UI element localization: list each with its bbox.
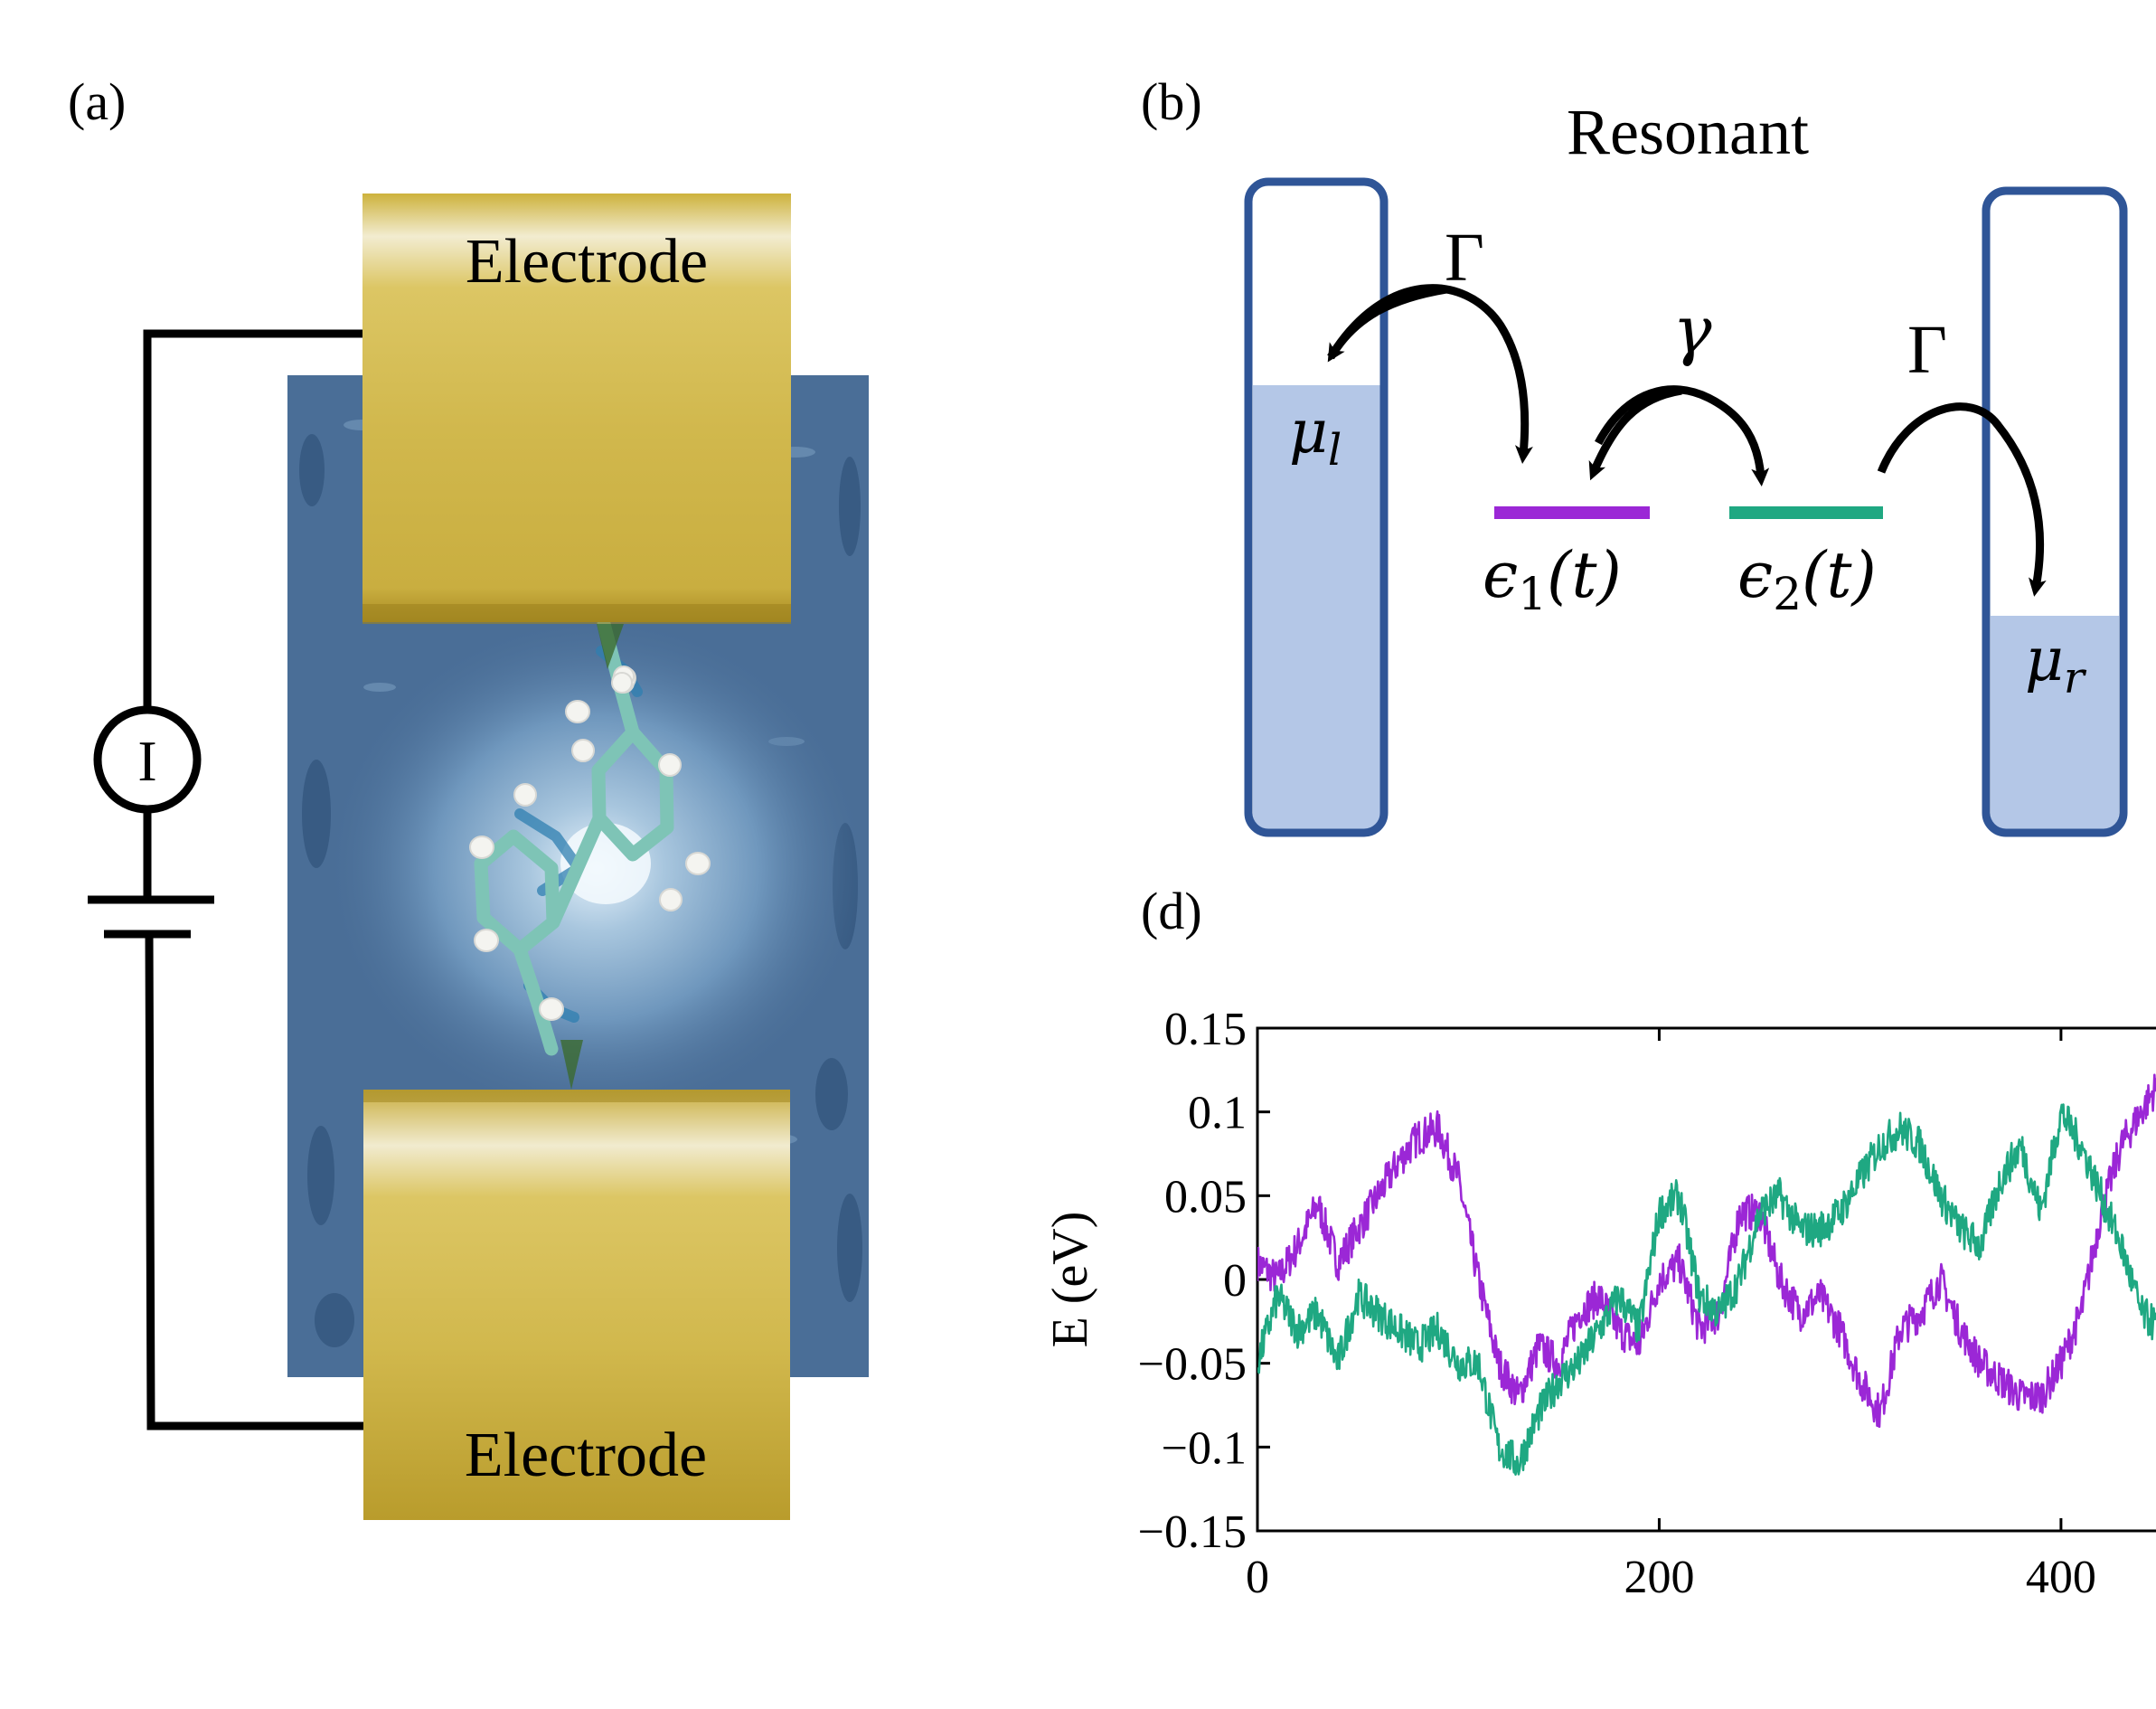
reservoir-left-border	[1244, 177, 1389, 837]
electrode-bottom-label: Electrode	[465, 1421, 707, 1490]
plot-frame	[1256, 1026, 2156, 1533]
mu-left-subscript: l	[1328, 425, 1342, 476]
substrate-texture	[299, 434, 862, 1347]
y-tick-label: 0.05	[1164, 1171, 1247, 1223]
ammeter-symbol: I	[137, 729, 156, 793]
series-group	[1257, 1073, 2156, 1476]
y-axis-label: E (eV)	[1042, 1212, 1098, 1348]
mu-right-subscript: r	[2064, 653, 2087, 703]
coupling-middle-label: γ	[1672, 292, 1712, 368]
level-1-subscript: 1	[1518, 568, 1547, 620]
y-tick-label: 0	[1223, 1255, 1247, 1307]
coupling-arrows	[1327, 284, 2047, 597]
coupling-right-label: Γ	[1907, 312, 1947, 388]
circuit	[88, 329, 363, 1430]
mu-left-label: μl	[1289, 397, 1342, 476]
reservoir-left-fill	[1253, 385, 1381, 830]
level-2-subscript: 2	[1773, 568, 1802, 620]
x-axis-ticks: 0 200 400	[1246, 1028, 2096, 1603]
panel-label-a: (a)	[68, 72, 126, 131]
electrode-bottom: Electrode	[363, 1090, 790, 1520]
panel-b-title: Resonant	[1567, 96, 1809, 168]
y-tick-label: −0.1	[1162, 1422, 1247, 1474]
mu-right-label: μr	[2025, 625, 2087, 703]
reservoir-right-border	[1982, 186, 2128, 837]
arrow-right-coupling	[1877, 402, 2047, 597]
panel-label-d: (d)	[1141, 882, 1202, 940]
level-1-label: ϵ1(t)	[1483, 538, 1622, 620]
level-2-argument: (t)	[1802, 538, 1877, 612]
arrow-left-coupling	[1327, 284, 1533, 464]
arrow-middle-coupling-back	[1588, 386, 1682, 481]
arrow-middle-coupling	[1595, 385, 1770, 486]
level-1-argument: (t)	[1547, 538, 1622, 612]
panel-label-b: (b)	[1141, 72, 1202, 131]
x-tick-label: 200	[1624, 1552, 1694, 1603]
y-tick-label: 0.15	[1164, 1004, 1247, 1055]
arrow-left-coupling-back	[1327, 285, 1447, 363]
contact-top	[597, 624, 624, 669]
mu-left-symbol: μ	[1289, 397, 1328, 467]
junction-illustration: Electrode Electrode	[287, 194, 869, 1520]
reservoir-left	[1244, 177, 1389, 837]
reservoir-right-fill	[1991, 616, 2119, 830]
circuit-wire-top	[143, 329, 362, 707]
series-line-2	[1257, 1103, 2156, 1476]
y-axis-ticks: 0.15 0.1 0.05 0 −0.05 −0.1 −0.15	[1138, 1004, 1270, 1558]
x-tick-label: 0	[1246, 1552, 1269, 1603]
level-1-symbol: ϵ	[1483, 538, 1518, 612]
circuit-wire-bottom	[145, 933, 363, 1430]
contact-bottom	[560, 1040, 583, 1090]
y-tick-label: 0.1	[1188, 1088, 1247, 1139]
y-tick-label: −0.05	[1138, 1339, 1247, 1391]
level-2-symbol: ϵ	[1737, 538, 1773, 612]
electrode-top-label: Electrode	[466, 227, 708, 297]
x-tick-label: 400	[2026, 1552, 2096, 1603]
molecule	[469, 617, 711, 1056]
y-tick-label: −0.15	[1138, 1506, 1247, 1558]
level-2-label: ϵ2(t)	[1737, 538, 1877, 620]
electrode-top: Electrode	[362, 194, 791, 624]
mu-right-symbol: μ	[2025, 625, 2064, 694]
reservoir-right	[1982, 186, 2128, 837]
energy-chart: 0.15 0.1 0.05 0 −0.05 −0.1 −0.15 0 200 400 E (eV…	[1042, 1004, 2156, 1603]
coupling-left-label: Γ	[1445, 220, 1484, 296]
series-line-1	[1257, 1073, 2156, 1429]
